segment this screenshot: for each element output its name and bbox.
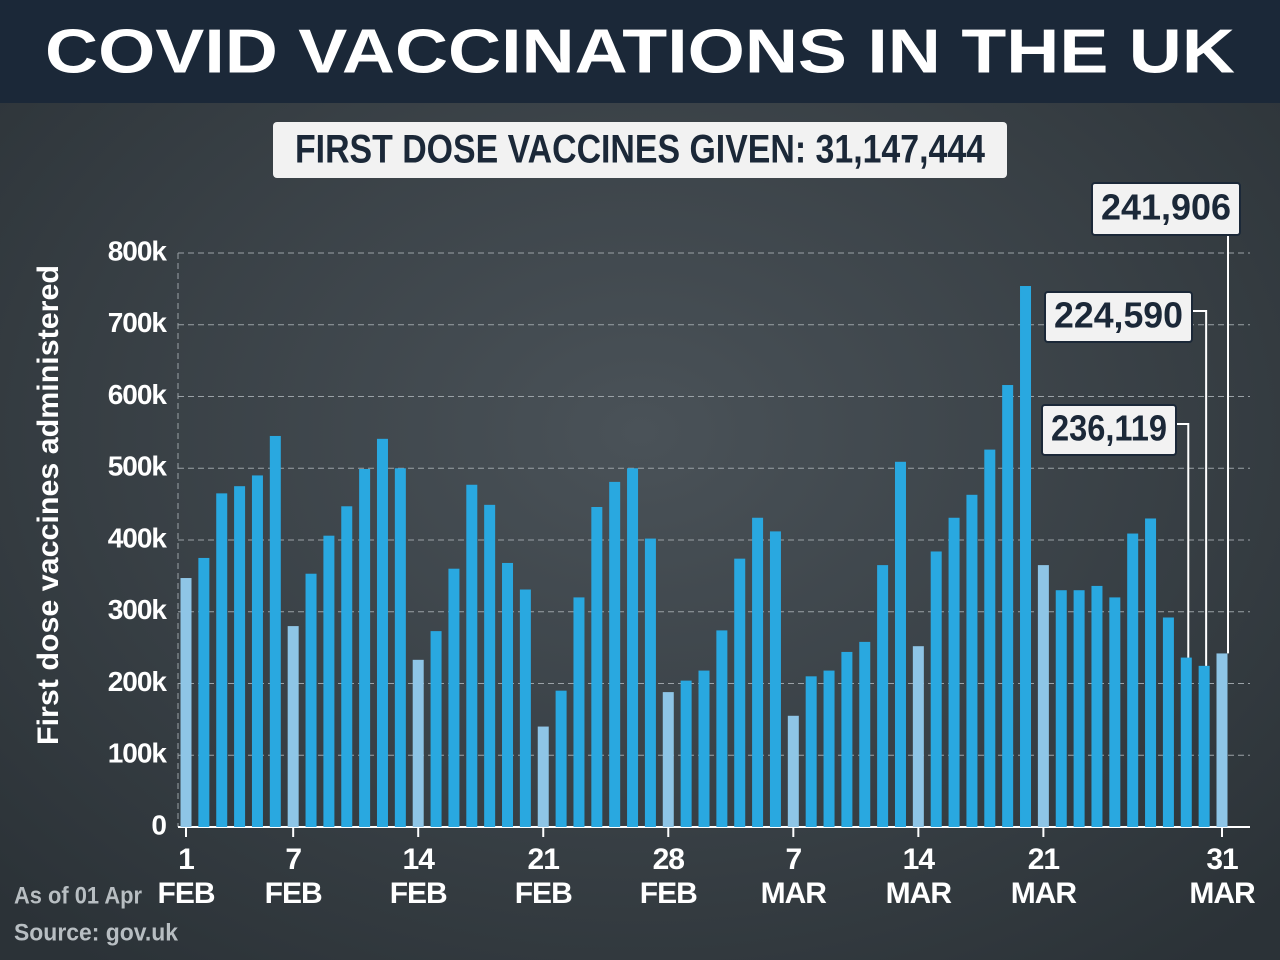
bar <box>287 626 299 827</box>
bar <box>680 680 692 827</box>
bar <box>573 597 585 827</box>
bar <box>912 646 924 827</box>
bar <box>948 517 960 827</box>
note: As of 01 Apr <box>14 882 142 909</box>
bar <box>930 551 942 827</box>
bar <box>805 676 817 827</box>
bar <box>984 449 996 827</box>
bar <box>448 568 460 827</box>
bar <box>1145 518 1157 827</box>
y-tick-label: 300k <box>108 594 168 625</box>
bar <box>894 461 906 827</box>
bar <box>269 435 281 827</box>
bar <box>966 494 978 827</box>
bar <box>787 715 799 827</box>
bar <box>698 670 710 827</box>
bar <box>198 557 210 827</box>
y-axis-label: First dose vaccines administered <box>32 265 65 745</box>
bar <box>841 651 853 827</box>
bar <box>1037 565 1049 827</box>
label-box <box>1044 291 1193 343</box>
value-label: 241,906 <box>1101 187 1231 228</box>
bar <box>359 468 371 827</box>
bar <box>466 484 478 827</box>
x-tick-label: 21 FEB <box>514 843 573 910</box>
bar <box>412 659 424 827</box>
x-tick-label: 31 MAR <box>1189 843 1255 910</box>
y-tick-label: 200k <box>108 666 168 697</box>
bar <box>502 562 514 827</box>
subtitle: FIRST DOSE VACCINES GIVEN: 31,147,444 <box>295 128 986 172</box>
label-box <box>1091 182 1241 236</box>
y-tick-label: 0 <box>151 809 166 840</box>
chart-title: COVID VACCINATIONS IN THE UK <box>45 17 1235 86</box>
x-tick-label: 7 MAR <box>760 843 827 910</box>
bar <box>591 506 603 827</box>
bar <box>519 589 531 827</box>
bar <box>716 630 728 827</box>
label-box <box>1041 404 1177 456</box>
bar <box>1002 385 1014 827</box>
x-tick-label: 7 FEB <box>264 843 323 910</box>
x-tick-label: 14 FEB <box>389 843 448 910</box>
bar <box>1216 653 1228 827</box>
bar <box>769 531 781 827</box>
bar <box>609 481 621 827</box>
bar <box>1109 597 1121 827</box>
bar <box>644 538 656 827</box>
bar <box>234 486 246 827</box>
bar <box>180 578 192 827</box>
bar <box>1198 665 1210 827</box>
bar <box>341 506 353 827</box>
x-tick-label: 21 MAR <box>1010 843 1077 910</box>
leader-line <box>1176 423 1190 658</box>
bar <box>877 565 889 827</box>
value-label: 236,119 <box>1051 408 1167 449</box>
y-tick-label: 100k <box>108 738 168 769</box>
bar <box>627 468 639 827</box>
bar <box>752 517 764 827</box>
bar <box>430 631 442 827</box>
x-tick-label: 14 MAR <box>885 843 952 910</box>
bar <box>323 535 335 827</box>
bar <box>305 573 317 827</box>
bar <box>1055 590 1067 827</box>
bar <box>859 641 871 827</box>
bar <box>376 438 388 827</box>
leader-line <box>1192 310 1208 666</box>
bar <box>1180 657 1192 827</box>
source: Source: gov.uk <box>14 919 179 946</box>
subtitle-box <box>273 122 1007 178</box>
bar <box>1162 617 1174 827</box>
bar <box>484 504 496 827</box>
x-tick-label: 28 FEB <box>639 843 698 910</box>
y-tick-label: 400k <box>108 522 168 553</box>
title-bar <box>0 0 1280 103</box>
y-tick-label: 700k <box>108 307 168 338</box>
bar <box>555 690 567 827</box>
bar <box>1127 533 1139 827</box>
bar <box>1073 590 1085 827</box>
bar <box>823 670 835 827</box>
bar <box>216 493 228 827</box>
y-tick-label: 800k <box>108 235 168 266</box>
bar <box>537 726 549 827</box>
bar <box>1020 286 1032 827</box>
bar <box>734 558 746 827</box>
x-tick-label: 1 FEB <box>157 843 216 910</box>
bar <box>662 692 674 827</box>
bar <box>251 475 263 827</box>
y-tick-label: 600k <box>108 379 168 410</box>
bar <box>1091 585 1103 827</box>
value-label: 224,590 <box>1054 295 1183 336</box>
y-tick-label: 500k <box>108 451 168 482</box>
bar <box>394 468 406 827</box>
